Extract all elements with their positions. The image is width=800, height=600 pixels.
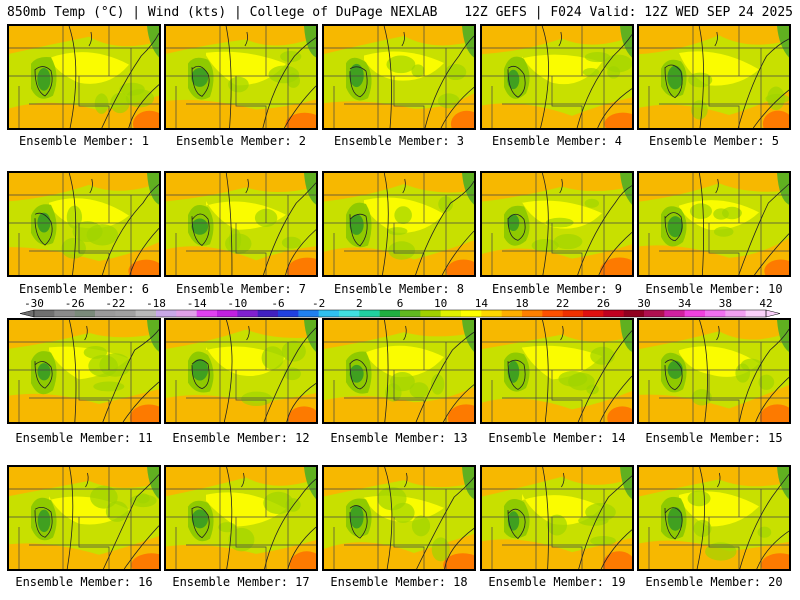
ensemble-member-label: Ensemble Member: 20 bbox=[645, 575, 783, 589]
ensemble-member-label: Ensemble Member: 7 bbox=[175, 282, 307, 296]
ensemble-member-label: Ensemble Member: 8 bbox=[333, 282, 465, 296]
colorbar-tick-label: 42 bbox=[759, 297, 772, 310]
ensemble-panel bbox=[637, 171, 791, 277]
colorbar-swatch bbox=[623, 310, 645, 317]
colorbar-swatch bbox=[298, 310, 319, 317]
colorbar-swatch bbox=[135, 310, 157, 317]
colorbar-tick-label: -14 bbox=[187, 297, 207, 310]
ensemble-panel bbox=[322, 465, 476, 571]
ensemble-member-label: Ensemble Member: 13 bbox=[330, 431, 468, 445]
ensemble-panel bbox=[637, 24, 791, 130]
ensemble-panel bbox=[480, 465, 634, 571]
colorbar-tick-label: -6 bbox=[271, 297, 284, 310]
ensemble-panel bbox=[164, 318, 318, 424]
colorbar-swatch bbox=[684, 310, 706, 317]
ensemble-member-label: Ensemble Member: 17 bbox=[172, 575, 310, 589]
ensemble-member-label: Ensemble Member: 1 bbox=[18, 134, 150, 148]
colorbar-swatch bbox=[278, 310, 299, 317]
ensemble-member-label: Ensemble Member: 6 bbox=[18, 282, 150, 296]
ensemble-panel bbox=[7, 171, 161, 277]
colorbar-swatch bbox=[115, 310, 136, 317]
colorbar-swatch bbox=[339, 310, 360, 317]
colorbar-swatch bbox=[34, 310, 55, 317]
colorbar-swatch bbox=[217, 310, 238, 317]
ensemble-member-label: Ensemble Member: 16 bbox=[15, 575, 153, 589]
ensemble-panel bbox=[322, 171, 476, 277]
ensemble-member-label: Ensemble Member: 14 bbox=[488, 431, 626, 445]
colorbar-swatch bbox=[420, 310, 441, 317]
colorbar-tick-label: 30 bbox=[637, 297, 650, 310]
colorbar-tick-label: 38 bbox=[719, 297, 732, 310]
ensemble-panel bbox=[480, 24, 634, 130]
temperature-colorbar: -30 -26 -22 -18 -14 -10 -6 -2 2 6 10 14 18 22 26 30 34 38… bbox=[19, 297, 781, 318]
colorbar-swatch bbox=[745, 310, 767, 317]
ensemble-panel bbox=[322, 24, 476, 130]
colorbar-tick-label: -10 bbox=[227, 297, 247, 310]
ensemble-member-label: Ensemble Member: 5 bbox=[648, 134, 780, 148]
colorbar-tick-label: -26 bbox=[65, 297, 85, 310]
colorbar-swatch bbox=[237, 310, 258, 317]
colorbar-swatch bbox=[74, 310, 96, 317]
colorbar-swatch bbox=[725, 310, 746, 317]
ensemble-panel bbox=[637, 465, 791, 571]
colorbar-swatch bbox=[481, 310, 502, 317]
ensemble-member-label: Ensemble Member: 11 bbox=[15, 431, 153, 445]
colorbar-swatch bbox=[562, 310, 584, 317]
ensemble-panel bbox=[637, 318, 791, 424]
ensemble-member-label: Ensemble Member: 4 bbox=[491, 134, 623, 148]
ensemble-panel bbox=[164, 171, 318, 277]
ensemble-panel bbox=[164, 465, 318, 571]
colorbar-tick-label: -30 bbox=[24, 297, 44, 310]
colorbar-swatch bbox=[54, 310, 75, 317]
colorbar-tick-label: 34 bbox=[678, 297, 692, 310]
colorbar-swatch bbox=[603, 310, 624, 317]
colorbar-swatch bbox=[196, 310, 218, 317]
colorbar-tick-label: 26 bbox=[597, 297, 610, 310]
ensemble-panel bbox=[322, 318, 476, 424]
ensemble-member-label: Ensemble Member: 3 bbox=[333, 134, 465, 148]
colorbar-swatch bbox=[461, 310, 482, 317]
ensemble-member-label: Ensemble Member: 12 bbox=[172, 431, 310, 445]
colorbar-tick-label: 10 bbox=[434, 297, 447, 310]
ensemble-panel bbox=[7, 465, 161, 571]
ensemble-panel bbox=[7, 318, 161, 424]
colorbar-tick-label: 2 bbox=[356, 297, 363, 310]
colorbar-swatch bbox=[542, 310, 563, 317]
colorbar-tick-label: -2 bbox=[312, 297, 325, 310]
colorbar-swatch bbox=[156, 310, 177, 317]
colorbar-tick-label: 22 bbox=[556, 297, 569, 310]
ensemble-member-label: Ensemble Member: 2 bbox=[175, 134, 307, 148]
colorbar-swatch bbox=[176, 310, 197, 317]
colorbar-swatch bbox=[583, 310, 604, 317]
colorbar-swatch bbox=[440, 310, 462, 317]
colorbar-tick-label: 14 bbox=[475, 297, 489, 310]
ensemble-member-label: Ensemble Member: 18 bbox=[330, 575, 468, 589]
colorbar-swatch bbox=[257, 310, 279, 317]
colorbar-swatch bbox=[379, 310, 401, 317]
colorbar-swatch bbox=[400, 310, 421, 317]
colorbar-swatch bbox=[501, 310, 523, 317]
colorbar-tick-label: -22 bbox=[105, 297, 125, 310]
ensemble-member-label: Ensemble Member: 9 bbox=[491, 282, 623, 296]
colorbar-swatch bbox=[522, 310, 543, 317]
colorbar-tick-label: 18 bbox=[515, 297, 528, 310]
colorbar-swatch bbox=[644, 310, 665, 317]
ensemble-panel bbox=[164, 24, 318, 130]
ensemble-member-label: Ensemble Member: 10 bbox=[645, 282, 783, 296]
ensemble-panel bbox=[480, 171, 634, 277]
colorbar-tick-label: -18 bbox=[146, 297, 166, 310]
ensemble-panel bbox=[480, 318, 634, 424]
colorbar-swatch bbox=[318, 310, 340, 317]
colorbar-swatch bbox=[664, 310, 685, 317]
colorbar-swatch bbox=[705, 310, 726, 317]
ensemble-member-label: Ensemble Member: 15 bbox=[645, 431, 783, 445]
ensemble-member-label: Ensemble Member: 19 bbox=[488, 575, 626, 589]
ensemble-panel bbox=[7, 24, 161, 130]
colorbar-swatch bbox=[359, 310, 380, 317]
colorbar-swatch bbox=[95, 310, 116, 317]
map-title: 850mb Temp (°C) | Wind (kts) | College o… bbox=[7, 5, 438, 20]
model-run-info: 12Z GEFS | F024 Valid: 12Z WED SEP 24 20… bbox=[464, 5, 793, 20]
colorbar-tick-label: 6 bbox=[397, 297, 404, 310]
